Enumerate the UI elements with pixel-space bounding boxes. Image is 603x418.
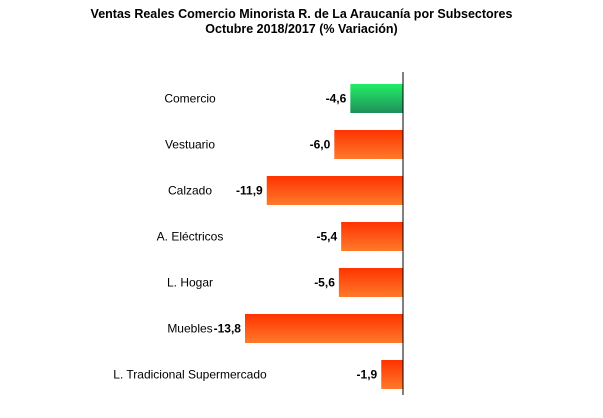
bar (244, 314, 403, 343)
value-label: -5,6 (314, 276, 335, 290)
bar (334, 130, 403, 159)
bar (266, 176, 403, 205)
chart-title: Ventas Reales Comercio Minorista R. de L… (90, 7, 513, 21)
bar (350, 84, 403, 113)
chart-subtitle: Octubre 2018/2017 (% Variación) (205, 22, 398, 36)
category-label: Vestuario (165, 138, 215, 152)
bar (381, 360, 403, 389)
bar (338, 268, 403, 297)
value-label: -13,8 (214, 322, 242, 336)
category-label: Calzado (168, 184, 212, 198)
category-label: Comercio (164, 92, 216, 106)
bar (341, 222, 403, 251)
category-label: A. Eléctricos (157, 230, 224, 244)
value-label: -11,9 (236, 184, 263, 198)
value-label: -1,9 (357, 368, 378, 382)
value-label: -5,4 (316, 230, 337, 244)
category-label: Muebles (167, 322, 212, 336)
category-label: L. Hogar (167, 276, 213, 290)
value-label: -6,0 (310, 138, 331, 152)
category-label: L. Tradicional Supermercado (113, 368, 267, 382)
value-label: -4,6 (326, 92, 347, 106)
